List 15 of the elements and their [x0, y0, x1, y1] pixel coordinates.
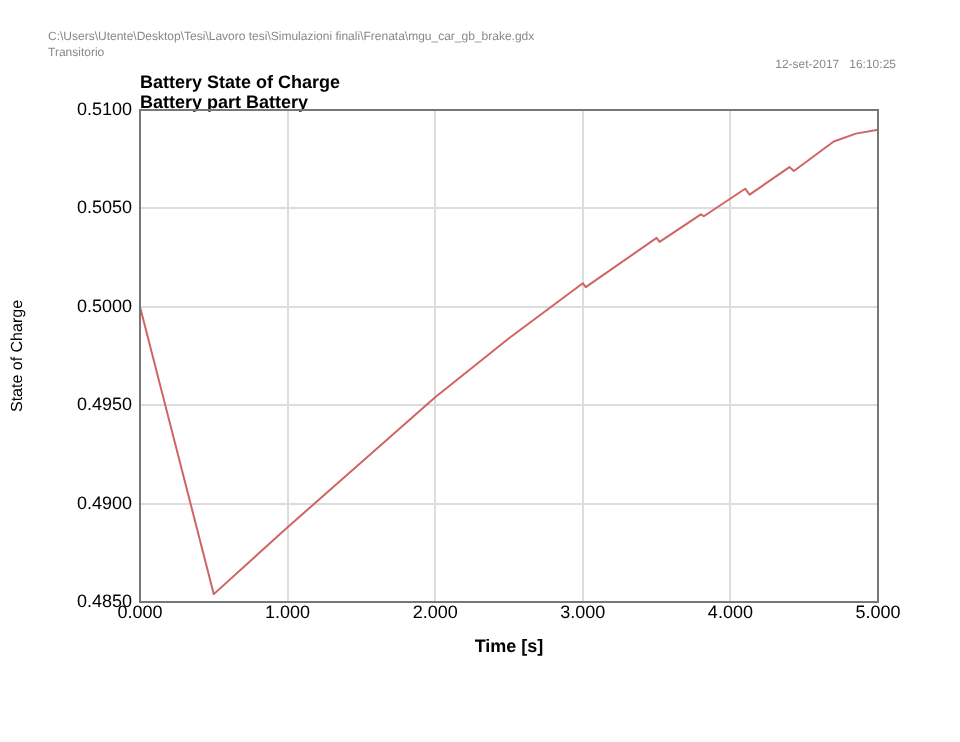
x-tick-label: 2.000: [412, 601, 458, 622]
chart-subtitle: Battery part Battery: [140, 92, 309, 112]
y-tick-label: 0.4950: [76, 394, 132, 415]
y-tick-label: 0.4900: [76, 492, 132, 513]
chart-title: Battery State of Charge: [140, 72, 341, 92]
y-tick-label: 0.5100: [76, 98, 132, 119]
x-axis-title: Time [s]: [474, 636, 544, 657]
x-tick-label: 3.000: [560, 601, 606, 622]
y-tick-label: 0.5000: [76, 295, 132, 316]
x-tick-label: 1.000: [265, 601, 311, 622]
y-tick-label: 0.4850: [76, 590, 132, 611]
y-tick-label: 0.5050: [76, 197, 132, 218]
x-tick-label: 4.000: [707, 601, 753, 622]
y-axis-title: State of Charge: [8, 298, 27, 413]
x-tick-label: 5.000: [855, 601, 901, 622]
